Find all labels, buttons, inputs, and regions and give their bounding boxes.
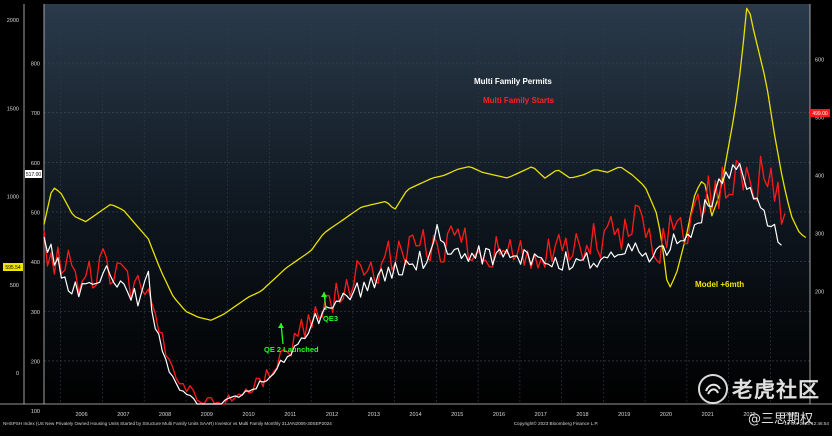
right-tick-label: 200 [815,290,824,296]
left-outer-tick-label: 2000 [7,18,19,24]
x-tick-label: 2009 [201,412,213,418]
labels-layer: Multi Family Permits Multi Family Starts M… [3,77,830,426]
annotation-label: Model +6mth [695,280,744,289]
left-inner-tick-label: 100 [31,409,40,415]
qe2-arrow-head [278,323,284,328]
left-inner-tick-label: 600 [31,161,40,167]
left-inner-tick-label: 400 [31,260,40,266]
annotation-label: Multi Family Starts [483,96,555,105]
right-tick-label: 600 [815,58,824,64]
left-inner-tick-label: 700 [31,111,40,117]
left-outer-tick-label: 500 [10,283,19,289]
x-tick-label: 2017 [535,412,547,418]
x-tick-label: 2022 [743,412,755,418]
x-tick-label: 2019 [618,412,630,418]
value-tag-label: 517.00 [26,172,42,178]
annotation-label: Multi Family Permits [474,77,552,86]
value-tag-label: 595.54 [5,265,21,271]
footer-timestamp: 16-Oct-2023 12:46:54 [784,421,829,426]
series-layer [43,7,807,405]
watermark-brand: 老虎社区 [732,378,820,402]
axes: 2000 1500 1000 500 0 800 700 600 500 400 300 200 100… [0,4,832,418]
x-tick-label: 2011 [284,412,296,418]
x-tick-label: 2016 [493,412,505,418]
right-tick-label: 500 [815,116,824,122]
series-line-model-6mth [43,7,807,321]
left-outer-tick-label: 1500 [7,106,19,112]
x-tick-label: 2013 [368,412,380,418]
x-tick-label: 2023 [785,412,797,418]
annotation-label: QE3 [323,314,338,323]
x-tick-label: 2018 [576,412,588,418]
x-tick-label: 2008 [159,412,171,418]
left-inner-tick-label: 300 [31,310,40,316]
left-outer-tick-label: 1000 [7,195,19,201]
value-tag-bg [3,263,23,271]
watermark-logo-icon [698,374,728,404]
footer-copyright: Copyright© 2023 Bloomberg Finance L.P. [514,420,599,426]
gridlines [44,4,810,404]
x-tick-label: 2020 [660,412,672,418]
x-tick-label: 2010 [242,412,254,418]
x-tick-label: 2012 [326,412,338,418]
value-tag-bg [810,109,830,117]
watermark-handle: @三思期权 [748,412,814,427]
x-tick-label: 2014 [409,412,421,418]
left-inner-tick-label: 200 [31,359,40,365]
footer-source: NHSPSH Index (US New Privately Owned Hou… [3,421,332,426]
x-tick-label: 2015 [451,412,463,418]
plot-area [44,4,810,404]
right-tick-label: 300 [815,232,824,238]
left-outer-tick-label: 0 [16,371,19,377]
qe3-arrow-head [321,292,327,297]
left-inner-tick-label: 800 [31,62,40,68]
series-line-multi-family-permits [43,163,782,405]
x-tick-label: 2006 [75,412,87,418]
x-tick-label: 2007 [117,412,129,418]
x-tick-label: 2021 [702,412,714,418]
annotation-label: QE 2 Launched [264,345,319,354]
value-tag-bg [25,170,42,178]
value-tag-label: 499.00 [812,111,828,117]
left-inner-tick-label: 500 [31,210,40,216]
right-tick-label: 400 [815,174,824,180]
